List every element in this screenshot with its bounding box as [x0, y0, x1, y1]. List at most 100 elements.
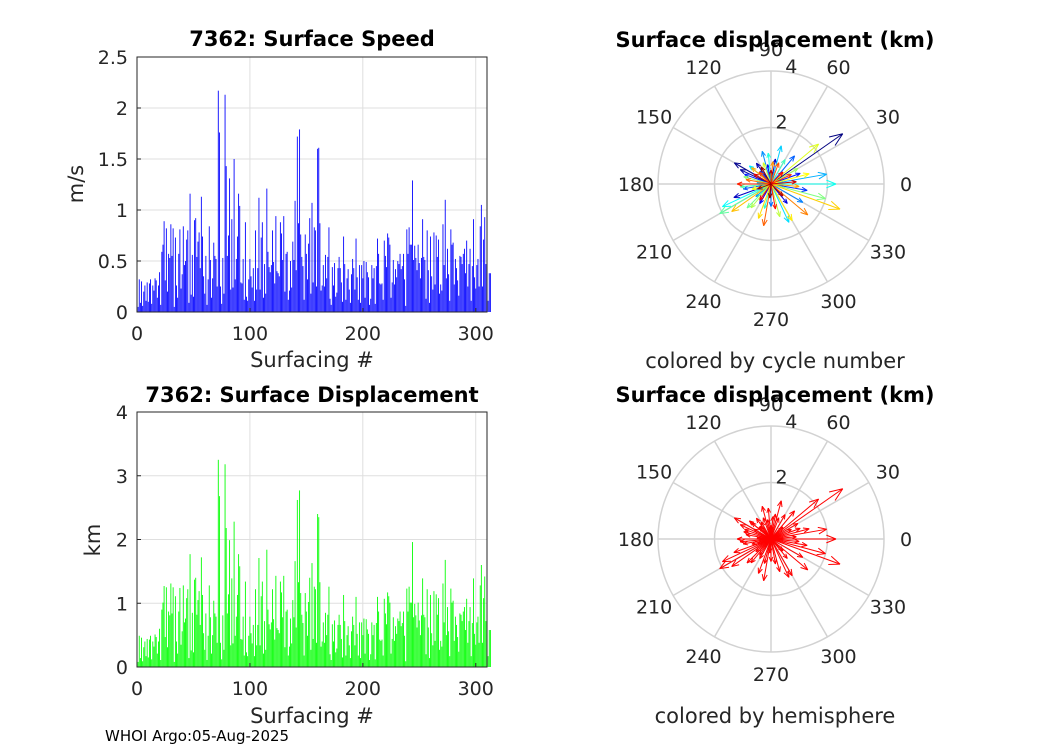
displacement-bar	[377, 596, 378, 668]
displacement-bar	[316, 642, 317, 667]
speed-bar	[183, 265, 185, 312]
displacement-bar	[194, 579, 196, 667]
speed-bar	[155, 280, 157, 312]
speed-bar	[295, 270, 297, 312]
polar-cycle-vector	[770, 171, 827, 185]
speed-xtick-label: 100	[232, 323, 268, 345]
speed-bar	[167, 291, 168, 312]
polar-cycle-vector	[770, 183, 793, 222]
speed-bar	[320, 290, 322, 312]
polar-cycle-vector	[771, 179, 837, 189]
displacement-bar	[361, 622, 363, 668]
speed-bar	[353, 268, 355, 312]
displacement-bar	[390, 653, 392, 667]
speed-bar	[163, 221, 165, 312]
displacement-bar	[285, 611, 287, 667]
displacement-bar	[392, 617, 394, 667]
displacement-bar	[470, 656, 472, 667]
speed-bar	[398, 264, 400, 312]
polar-hemisphere-angle-label: 30	[876, 462, 900, 484]
displacement-bar	[263, 653, 264, 667]
displacement-bar	[244, 581, 246, 667]
speed-bar	[225, 166, 227, 312]
displacement-bar	[145, 656, 147, 667]
speed-bar	[287, 299, 289, 312]
displacement-bar	[389, 602, 391, 667]
speed-bar	[303, 299, 305, 312]
speed-bar	[354, 289, 356, 312]
displacement-bar	[223, 649, 225, 667]
displacement-bar	[305, 611, 307, 667]
displacement-bar	[432, 645, 434, 667]
speed-bar	[196, 256, 198, 312]
displacement-bar	[174, 596, 176, 667]
speed-bar	[202, 236, 203, 312]
speed-bar	[141, 281, 142, 312]
displacement-bar	[452, 600, 454, 667]
speed-ytick-label: 0	[116, 302, 128, 324]
speed-bar	[444, 199, 446, 312]
speed-bar	[313, 227, 315, 312]
speed-bar	[466, 240, 468, 312]
speed-bar	[345, 299, 347, 312]
displacement-bar	[447, 607, 448, 667]
displacement-bar	[337, 624, 339, 667]
displacement-ytick-label: 3	[116, 466, 128, 488]
polar-cycle-vector	[770, 173, 792, 185]
polar-cycle-vector	[770, 183, 800, 189]
speed-bar	[352, 258, 354, 312]
displacement-bar	[274, 639, 276, 667]
speed-bar	[425, 298, 427, 312]
speed-bar	[431, 276, 433, 312]
displacement-bar	[237, 594, 238, 667]
displacement-bar	[198, 591, 200, 667]
speed-bar	[477, 258, 479, 312]
displacement-bar	[334, 620, 336, 667]
displacement-bar	[205, 613, 207, 667]
polar-hemisphere-vector	[767, 538, 773, 554]
speed-bar	[218, 132, 220, 312]
speed-bar	[360, 302, 361, 312]
speed-bar	[474, 277, 476, 312]
speed-bar	[235, 258, 237, 312]
displacement-bar	[357, 655, 359, 667]
displacement-bar	[396, 633, 398, 667]
polar-hemisphere-vector	[770, 500, 783, 540]
displacement-bar	[240, 638, 242, 667]
speed-bar	[393, 284, 395, 312]
polar-hemisphere-vector	[770, 538, 793, 577]
polar-hemisphere-vector	[745, 533, 772, 540]
speed-bar	[203, 276, 205, 312]
displacement-bar	[171, 613, 173, 667]
displacement-bar	[190, 650, 192, 667]
displacement-bar	[335, 652, 337, 667]
speed-bar	[366, 272, 368, 312]
polar-hemisphere-title: Surface displacement (km)	[615, 383, 934, 407]
displacement-bar	[457, 637, 459, 667]
speed-bar	[403, 253, 404, 312]
speed-bar	[275, 216, 277, 312]
speed-bar	[454, 258, 456, 312]
displacement-bar	[196, 614, 198, 667]
speed-bar	[457, 280, 459, 312]
speed-bar	[416, 270, 418, 312]
displacement-bar	[200, 557, 202, 667]
speed-bar	[414, 245, 416, 312]
polar-hemisphere-angle-label: 210	[636, 597, 672, 619]
polar-hemisphere-angle-label: 330	[870, 597, 906, 619]
displacement-bar	[169, 615, 171, 667]
speed-bar	[316, 286, 317, 312]
displacement-ytick-label: 0	[116, 657, 128, 679]
speed-bar	[241, 283, 243, 312]
polar-hemisphere-vector	[770, 538, 809, 571]
displacement-bar	[146, 638, 148, 667]
speed-bar	[340, 282, 342, 312]
displacement-bar	[476, 622, 478, 668]
speed-bar	[436, 256, 438, 312]
polar-cycle-radius-label: 2	[775, 111, 787, 133]
displacement-bar	[238, 554, 240, 667]
speed-chart: 0 0.5 1 1.5 2 2.5 0 100 200 300 7362: Surface Spe…	[64, 27, 494, 372]
speed-bar	[249, 258, 251, 312]
speed-bar	[480, 204, 482, 312]
polar-cycle-vector	[770, 143, 820, 185]
